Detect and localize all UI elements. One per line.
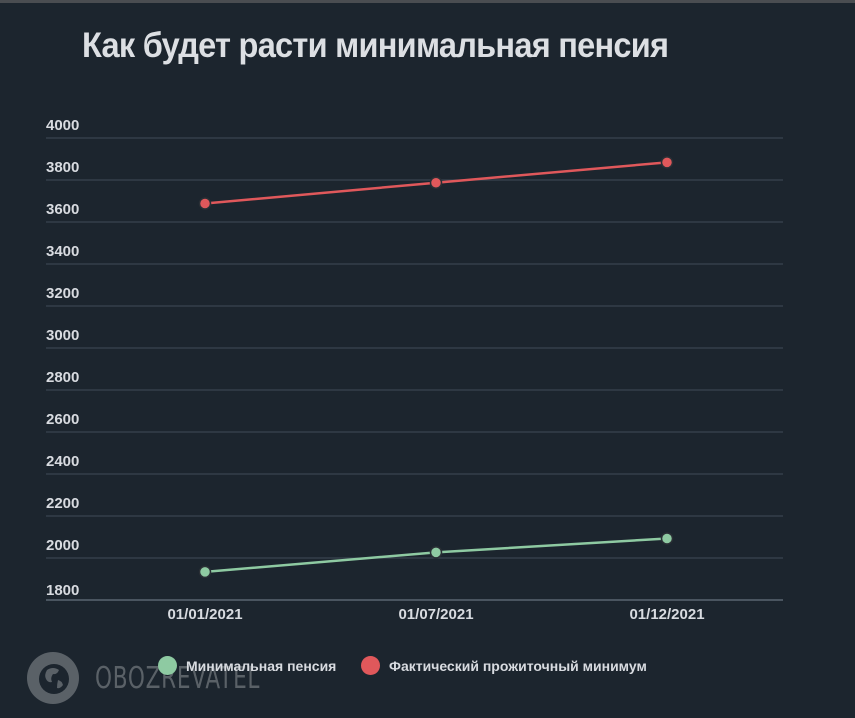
legend-item-min-pension[interactable]: Минимальная пенсия	[158, 656, 336, 675]
y-tick-label: 2400	[46, 453, 80, 470]
legend-item-subsistence-minimum[interactable]: Фактический прожиточный минимум	[361, 656, 647, 675]
data-point[interactable]	[660, 156, 674, 169]
data-point[interactable]	[429, 176, 443, 189]
legend-label: Фактический прожиточный минимум	[389, 657, 647, 674]
data-point[interactable]	[429, 546, 443, 559]
x-tick-label: 01/01/2021	[167, 606, 243, 623]
legend-dot-green-icon	[158, 656, 177, 675]
y-tick-label: 3400	[46, 243, 80, 260]
watermark-text: OBOZREVATEL	[95, 660, 261, 696]
obozrevatel-logo: OBOZREVATEL	[27, 652, 324, 704]
x-tick-label: 01/12/2021	[629, 606, 705, 623]
y-tick-label: 2000	[46, 537, 80, 554]
legend-dot-red-icon	[361, 656, 380, 675]
globe-icon	[27, 652, 79, 704]
y-tick-label: 3600	[46, 201, 80, 218]
y-tick-label: 3000	[46, 327, 80, 344]
x-tick-label: 01/07/2021	[398, 606, 474, 623]
y-tick-label: 3200	[46, 285, 80, 302]
y-tick-label: 4000	[46, 117, 80, 134]
gridlines	[46, 137, 783, 601]
series-lines	[198, 156, 674, 579]
legend-label: Минимальная пенсия	[186, 657, 337, 674]
y-tick-label: 2800	[46, 369, 80, 386]
y-tick-label: 1800	[46, 582, 80, 599]
y-tick-label: 3800	[46, 159, 80, 176]
top-border	[0, 0, 855, 3]
data-point[interactable]	[198, 197, 212, 210]
y-tick-label: 2200	[46, 495, 80, 512]
data-point[interactable]	[660, 532, 674, 545]
chart-title: Как будет расти минимальная пенсия	[82, 26, 669, 65]
y-tick-label: 2600	[46, 411, 80, 428]
data-point[interactable]	[198, 565, 212, 579]
